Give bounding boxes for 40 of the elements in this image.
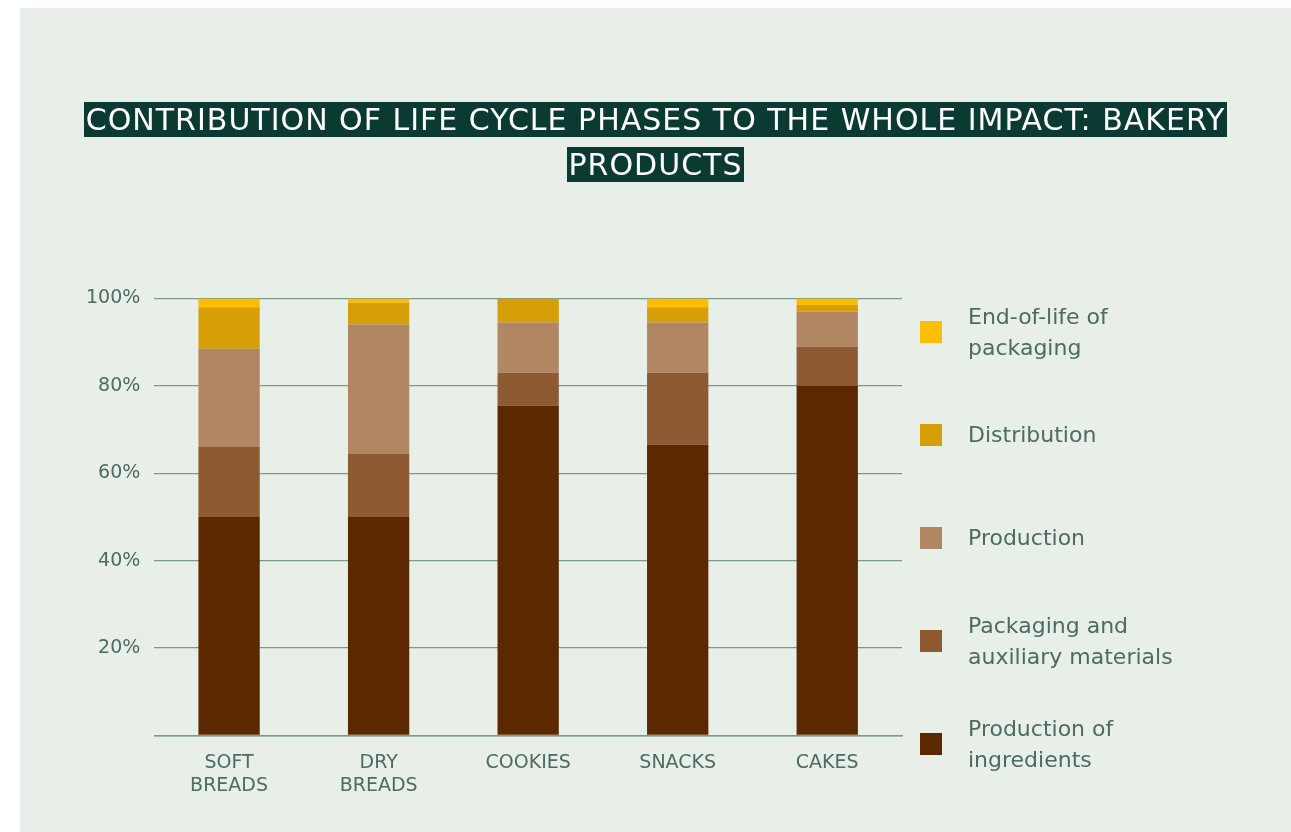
- bar: [497, 322, 559, 373]
- bar: [497, 372, 559, 406]
- bar: [796, 298, 858, 305]
- bar: [796, 385, 858, 735]
- x-tick-label: SNACKS: [639, 749, 717, 772]
- legend-label: Distribution: [968, 421, 1097, 449]
- y-tick-label: 40%: [98, 547, 141, 570]
- bar: [497, 405, 559, 735]
- bar: [347, 302, 410, 325]
- bar: [497, 298, 559, 323]
- bar: [198, 348, 260, 447]
- chart-title: CONTRIBUTION OF LIFE CYCLE PHASES TO THE WHOLE IMPACT: BAKERY PRODUCTS: [83, 102, 1228, 182]
- x-tick-label: DRY BREADS: [339, 749, 418, 795]
- bar: [347, 453, 410, 517]
- bar: [647, 298, 709, 308]
- y-tick-label: 20%: [98, 634, 141, 657]
- bar: [347, 324, 410, 454]
- bar: [796, 311, 858, 347]
- bar: [796, 346, 858, 386]
- bar: [198, 446, 260, 517]
- bar: [198, 307, 260, 349]
- bar: [796, 304, 858, 312]
- bar: [347, 516, 410, 735]
- legend-label: Production: [968, 524, 1086, 552]
- bar: [647, 372, 709, 445]
- bar: [198, 298, 260, 308]
- y-tick-label: 80%: [98, 372, 141, 395]
- bar: [347, 298, 410, 303]
- y-tick-label: 60%: [98, 460, 141, 483]
- bar: [647, 322, 709, 373]
- legend-label: Production of ingredients: [968, 714, 1114, 774]
- y-tick-label: 100%: [85, 285, 141, 308]
- bar: [647, 307, 709, 323]
- bar: [647, 444, 709, 735]
- legend-label: End-of-life of packaging: [968, 302, 1108, 362]
- x-tick-label: COOKIES: [485, 749, 571, 772]
- legend-label: Packaging and auxiliary materials: [968, 611, 1173, 671]
- bar: [198, 516, 260, 735]
- x-tick-label: SOFT BREADS: [190, 749, 269, 795]
- x-tick-label: CAKES: [795, 749, 859, 772]
